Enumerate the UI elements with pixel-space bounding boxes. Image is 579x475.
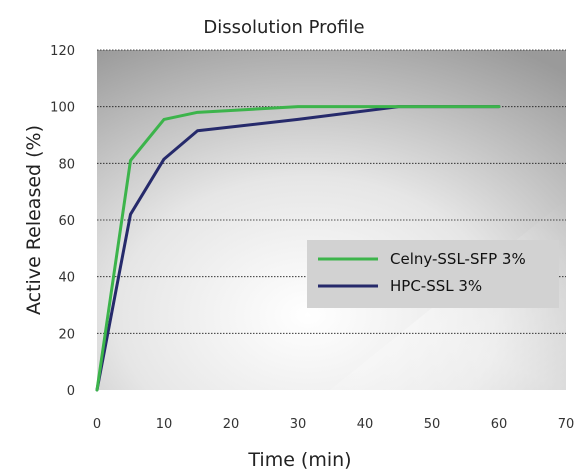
legend-box [307,240,559,308]
x-tick-label: 20 [223,417,240,432]
series-lines [95,105,501,392]
y-tick-labels: 0 20 40 60 80 100 120 [50,44,75,399]
chart-title: Dissolution Profile [203,17,364,38]
y-tick-label: 40 [58,271,75,286]
x-tick-labels: 0 10 20 30 40 50 60 70 [93,417,574,432]
x-tick-label: 50 [424,417,441,432]
x-tick-label: 30 [290,417,307,432]
y-tick-label: 120 [50,44,75,59]
plot-sheen [130,200,566,390]
x-axis-title: Time (min) [247,449,351,471]
y-axis-title: Active Released (%) [23,125,45,315]
legend-label-celny: Celny-SSL-SFP 3% [390,250,526,268]
x-tick-label: 10 [156,417,173,432]
x-tick-label: 0 [93,417,101,432]
y-tick-label: 80 [58,157,75,172]
x-tick-label: 70 [558,417,575,432]
series-line-celny [95,105,501,392]
x-tick-label: 40 [357,417,374,432]
legend-label-hpc: HPC-SSL 3% [390,277,482,295]
y-tick-label: 60 [58,214,75,229]
y-tick-label: 100 [50,101,75,116]
y-tick-label: 20 [58,327,75,342]
legend: Celny-SSL-SFP 3% HPC-SSL 3% [307,240,559,308]
y-tick-label: 0 [67,384,75,399]
x-tick-label: 60 [491,417,508,432]
